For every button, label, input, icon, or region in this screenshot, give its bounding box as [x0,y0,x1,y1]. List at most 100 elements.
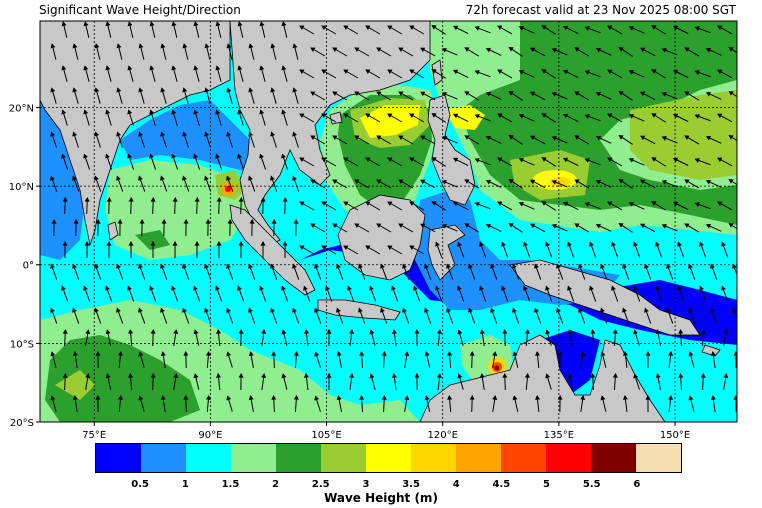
lat-tick-label: 0° [23,261,34,272]
wave-arrow [595,47,612,56]
wave-arrow [420,179,436,189]
wave-arrow [551,136,568,144]
wave-arrow [574,135,590,145]
wave-arrow [551,92,568,100]
wave-arrow [651,113,667,123]
wave-arrow [518,201,535,210]
wave-arrow [644,263,652,280]
wave-arrow [584,70,601,78]
wave-arrow [534,307,542,324]
wave-arrow [474,114,491,122]
wave-arrow [343,69,359,79]
wave-arrow [474,26,491,34]
wave-arrow [485,223,502,232]
wave-arrow [365,69,381,79]
wave-arrow [435,285,443,302]
wave-arrow [117,351,123,369]
wave-arrow [160,395,166,412]
new-guinea-land [509,259,701,336]
wave-arrow [160,43,167,60]
wave-arrow [492,395,498,412]
wave-arrow [728,223,737,230]
wave-arrow [655,329,662,346]
wave-arrow [705,179,722,188]
colorbar-segment [591,444,636,472]
wave-arrow [398,47,414,57]
colorbar-title: Wave Height (m) [324,491,438,505]
wave-arrow [72,175,80,192]
wave-arrow [310,179,326,189]
wave-arrow [607,25,623,35]
lat-tick-label: 10°S [10,339,34,350]
wave-arrow [391,329,397,346]
wave-arrow [684,223,700,233]
wave-arrow [281,373,288,390]
wave-arrow [464,91,480,101]
colorbar-label: 5 [543,479,551,490]
wave-arrow [139,218,145,237]
wave-arrow [721,241,729,258]
wave-arrow [633,241,641,258]
wave-arrow [150,240,156,258]
wave-arrow [183,350,189,369]
wave-arrow [387,69,403,79]
lon-tick-label: 135°E [544,430,574,440]
wave-arrow [128,328,134,347]
wave-arrow [72,87,79,104]
wave-arrow [740,203,755,210]
wave-arrow [321,201,337,211]
wave-arrow [420,47,436,57]
wave-arrow [523,285,531,302]
wave-arrow [611,241,619,258]
wave-arrow [545,241,553,258]
wave-arrow [95,394,101,413]
wave-arrow [62,372,68,391]
wave-arrow [523,241,531,258]
wave-arrow [404,395,410,412]
wave-arrow [314,351,321,368]
wave-arrow [651,25,667,35]
wave-arrow [127,109,134,126]
wave-arrow [358,307,366,324]
wave-arrow [479,285,487,302]
wave-arrow [127,153,135,170]
wave-arrow [590,328,596,347]
wave-arrow [567,373,573,390]
wave-arrow [497,113,513,123]
wave-arrow [61,21,68,38]
wave-arrow [50,175,58,192]
wave-arrow [452,25,469,35]
wave-arrow [106,240,112,258]
wave-arrow [694,70,711,78]
wave-arrow [94,175,102,192]
wave-arrow [600,351,607,368]
wave-arrow [117,218,123,237]
wave-arrow [72,307,80,324]
wave-arrow [73,218,79,237]
colorbar-segment [411,444,456,472]
wave-arrow [387,245,403,255]
wave-arrow [424,351,431,368]
wave-arrow [215,109,222,126]
wave-arrow [694,202,711,210]
wave-arrow [420,91,436,101]
wave-arrow [216,329,222,347]
wave-arrow [688,263,696,280]
wave-arrow [622,351,628,369]
wave-arrow [541,69,557,79]
wave-arrow [226,175,234,192]
wave-arrow [50,395,57,412]
wave-arrow [354,91,370,101]
colorbar-label: 1.5 [221,479,240,490]
wave-arrow [723,329,729,346]
wave-arrow [557,350,563,369]
wave-arrow [441,179,458,188]
wave-arrow [717,69,733,79]
wave-arrow [651,201,667,211]
wave-arrow [259,21,266,38]
wave-arrow [116,43,123,60]
wave-arrow [694,114,711,122]
sulawesi-land [427,224,466,281]
wave-arrow [237,109,244,126]
wave-arrow [710,351,716,368]
